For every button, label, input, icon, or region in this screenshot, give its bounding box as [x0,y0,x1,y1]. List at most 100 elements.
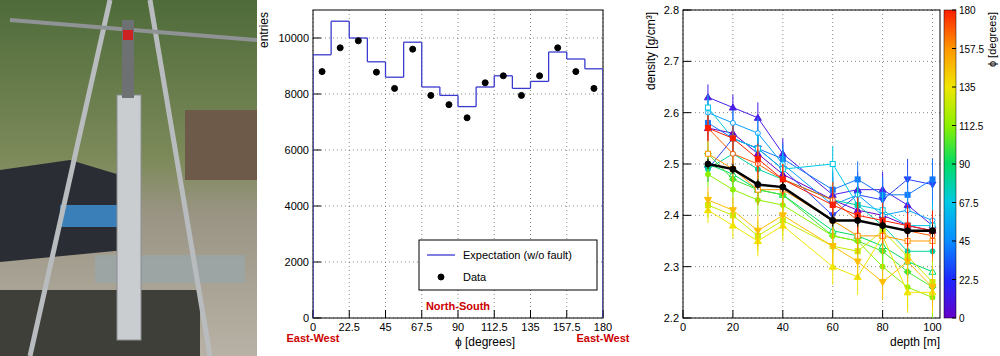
colorbar-tick [952,125,956,126]
colorbar-label: ϕ [degrees] [986,12,998,67]
colorbar-tick-label: 45 [959,236,971,247]
step-riser [512,76,513,89]
data-point [337,45,343,51]
data-point [446,102,452,108]
data-point [880,223,886,229]
data-point [555,45,561,51]
colorbar-tick-label: 0 [959,313,965,324]
data-point [779,213,786,219]
x-tick-label: 20 [727,321,739,333]
data-point [729,208,736,214]
x-tick [732,310,733,318]
data-point [705,161,711,167]
histogram-step [585,68,603,69]
data-point [730,167,735,172]
y-tick [683,112,691,113]
data-point [537,73,543,79]
colorbar-tick [952,87,956,88]
data-point [929,284,936,291]
legend-swatch [427,254,455,255]
colorbar-tick [952,318,956,319]
density-line [708,128,933,236]
plot-frame [683,10,940,318]
data-point [730,151,735,156]
data-point [780,177,785,182]
density-line [708,205,933,282]
annotation: East-West [287,332,340,344]
y-tick [683,266,691,267]
step-riser [584,59,585,69]
data-point [929,285,936,291]
histogram-step [458,106,476,107]
plot-frame [313,10,603,318]
step-riser [313,55,314,318]
density-line [708,164,933,231]
marker-red [123,30,133,40]
density-line [708,154,933,252]
data-point [830,203,835,208]
colorbar-tick [952,10,956,11]
data-point [730,136,735,141]
detector-pipe [117,95,141,340]
data-point [780,184,786,190]
y-tick [683,61,691,62]
x-tick [832,310,833,318]
density-line [708,113,933,221]
data-point [730,166,736,172]
error-bar [907,205,908,246]
data-point [880,223,885,228]
histogram-step [531,81,549,82]
colorbar-tick-label: 157.5 [959,44,984,55]
y-tick-label: 2.4 [664,209,679,221]
x-axis-label: ϕ [degrees] [455,335,515,349]
histogram-step [440,95,458,96]
data-point [929,227,936,233]
grid-line [683,112,940,113]
data-point [392,85,398,91]
y-tick-label: 0 [303,312,309,324]
histogram-step [512,88,530,89]
y-tick-label: 2.7 [664,55,679,67]
chart-phi: 022.54567.590112.5135157.518002000400060… [257,10,630,349]
data-point [830,217,836,223]
x-tick [683,310,684,318]
y-tick [313,38,321,39]
tripod-leg [150,0,210,356]
x-tick-label: 40 [777,321,789,333]
y-tick [683,164,691,165]
colorbar-tick-label: 180 [959,5,976,16]
x-tick [385,310,386,318]
data-point [829,244,836,250]
histogram-step [567,58,585,59]
grid-line [882,10,883,318]
data-point [373,69,379,75]
data-point [428,92,434,98]
grid-line [385,10,386,318]
y-tick [683,215,691,216]
step-riser [494,76,495,87]
x-tick-label: 0 [680,321,686,333]
data-point [930,228,936,234]
step-riser [403,42,404,77]
histogram-step [386,77,404,78]
data-point [518,92,524,98]
density-line [708,154,933,241]
grid-line [349,10,350,318]
photo [0,0,257,356]
x-tick-label: 135 [521,321,539,333]
data-point [705,126,710,131]
y-axis-label: density [g/cm³] [644,12,658,90]
data-point [730,136,735,141]
histogram-step [404,42,422,43]
data-point [705,105,710,110]
colorbar-tick [952,202,956,203]
data-point [410,46,416,52]
step-riser [421,42,422,87]
colorbar-tick [952,279,956,280]
colorbar-tick [952,241,956,242]
data-point [830,203,835,208]
legend-box [419,240,597,290]
x-axis-label: depth [m] [890,335,940,349]
legend: Expectation (w/o fault)Data [419,240,597,290]
x-tick-label: 67.5 [411,321,432,333]
